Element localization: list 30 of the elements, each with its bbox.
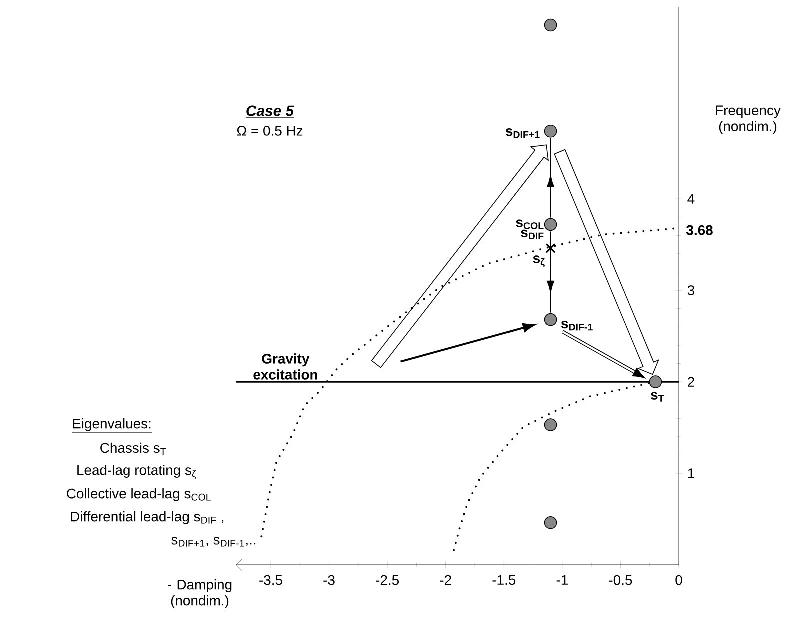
annotation: s$_{T}$ [651, 392, 664, 402]
x-tick-label: -1.5 [492, 575, 516, 586]
y-tick-label: 3 [688, 286, 694, 296]
text: Differential lead-lag s$_{DIF}$ , [71, 511, 224, 524]
annotation: s$_{DIF+1}$, s$_{DIF-1}$,.. [172, 537, 256, 547]
text: Collective lead-lag s$_{COL}$ [67, 488, 211, 502]
x-tick-label: -2 [440, 575, 452, 586]
annotation: 3.68 [686, 225, 713, 236]
x-tick-label: -1 [556, 575, 568, 585]
annotation: s$_{DIF}$ [521, 230, 544, 240]
annotation: s$_{COL}$ [516, 220, 544, 230]
annotation: s$_{DIF-1}$ [561, 320, 593, 331]
y-tick-label: 4 [688, 194, 695, 204]
y-axis-title: Frequency (nondim.) [716, 106, 781, 134]
text: Lead-lag rotating s$_{ζ}$ [78, 465, 196, 479]
x-tick-label: -0.5 [609, 575, 632, 586]
y-tick-label: 2 [688, 377, 694, 387]
text: Ω = 0.5 Hz [237, 126, 303, 136]
text: Case 5 [246, 106, 294, 116]
text: Eigenvalues: [73, 418, 151, 432]
annotation: s$_{ζ}$ [533, 256, 545, 268]
x-tick-label: -2.5 [376, 575, 399, 586]
x-tick-label: -3 [324, 575, 335, 586]
text: Chassis s$_{T}$ [100, 442, 166, 456]
annotation: s$_{DIF+1}$ [506, 128, 540, 138]
x-axis-title: - Damping (nondim.) [168, 580, 232, 608]
ref-line-label: Gravity excitation [254, 354, 318, 380]
y-tick-label: 1 [688, 468, 694, 478]
x-tick-label: 0 [676, 575, 682, 586]
x-tick-label: -3.5 [260, 575, 282, 586]
